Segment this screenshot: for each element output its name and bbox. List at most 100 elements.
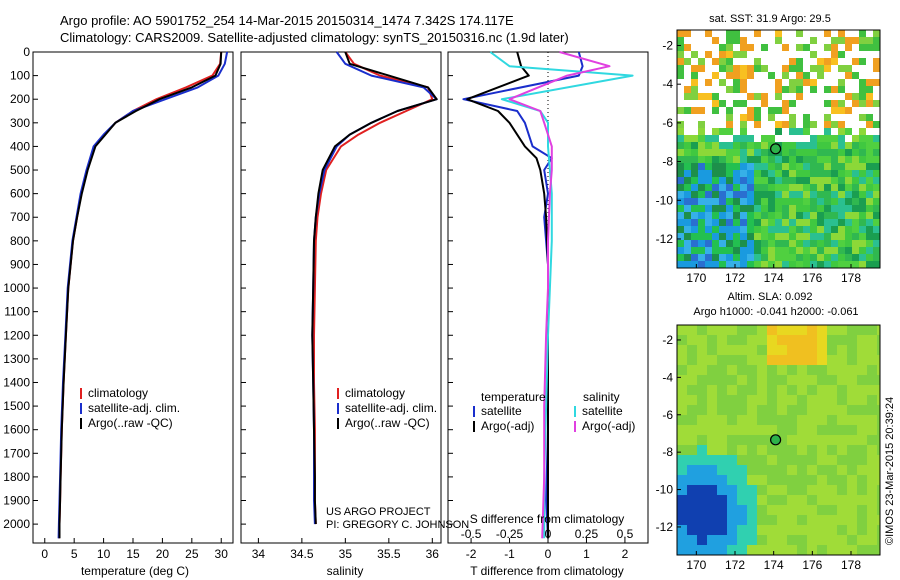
- y-tick-label: 300: [10, 116, 30, 130]
- y-tick-label: 1600: [3, 423, 30, 437]
- map-cell: [852, 100, 859, 107]
- map-cell: [768, 114, 775, 121]
- map-cell: [831, 205, 838, 212]
- map-cell: [677, 121, 684, 128]
- map-cell: [767, 535, 777, 545]
- map-cell: [817, 205, 824, 212]
- map-cell: [698, 240, 705, 247]
- map-cell: [789, 184, 796, 191]
- map-cell: [831, 240, 838, 247]
- map-cell: [866, 233, 873, 240]
- map-cell: [837, 455, 847, 465]
- map-cell: [797, 435, 807, 445]
- map-cell: [877, 335, 880, 345]
- map-cell: [697, 515, 707, 525]
- map-cell: [847, 535, 857, 545]
- map-cell: [817, 515, 827, 525]
- map-cell: [807, 455, 817, 465]
- map-cell: [761, 163, 768, 170]
- argo-float-marker: [769, 143, 782, 155]
- map-cell: [740, 79, 747, 86]
- map-cell: [677, 65, 684, 72]
- map-cell: [796, 184, 803, 191]
- map-cell: [797, 355, 807, 365]
- map-cell: [691, 205, 698, 212]
- x-tick-label: 34: [252, 547, 266, 561]
- map-cell: [837, 425, 847, 435]
- map-cell: [796, 254, 803, 261]
- map-cell: [782, 261, 789, 268]
- map-cell: [796, 212, 803, 219]
- y-tick-label: 1700: [3, 446, 30, 460]
- map-cell: [768, 261, 775, 268]
- map-cell: [877, 345, 880, 355]
- map-cell: [747, 233, 754, 240]
- map-cell: [691, 240, 698, 247]
- map-cell: [698, 212, 705, 219]
- map-cell: [737, 345, 747, 355]
- map-cell: [796, 128, 803, 135]
- map-cell: [757, 475, 767, 485]
- map-cell: [787, 465, 797, 475]
- map-y-tick-label: -12: [656, 232, 674, 246]
- map-cell: [677, 455, 687, 465]
- map-cell: [747, 65, 754, 72]
- map-cell: [807, 345, 817, 355]
- map-cell: [866, 254, 873, 261]
- map-cell: [859, 240, 866, 247]
- map-cell: [789, 142, 796, 149]
- map-cell: [717, 485, 727, 495]
- map-cell: [677, 37, 684, 44]
- map-cell: [747, 535, 757, 545]
- map-cell: [831, 226, 838, 233]
- map-cell: [726, 149, 733, 156]
- map-cell: [859, 184, 866, 191]
- map-cell: [867, 505, 877, 515]
- map-cell: [866, 163, 873, 170]
- map-cell: [754, 177, 761, 184]
- map-cell: [797, 475, 807, 485]
- legend-header-temperature: temperature: [481, 390, 546, 404]
- map-cell: [727, 435, 737, 445]
- map-cell: [687, 505, 697, 515]
- map-cell: [761, 261, 768, 268]
- map-cell: [726, 142, 733, 149]
- map-cell: [831, 191, 838, 198]
- map-cell: [761, 156, 768, 163]
- map-cell: [717, 365, 727, 375]
- map-cell: [707, 385, 717, 395]
- map-cell: [827, 365, 837, 375]
- map-cell: [796, 86, 803, 93]
- map-cell: [877, 365, 880, 375]
- map-cell: [877, 375, 880, 385]
- map-cell: [697, 385, 707, 395]
- map-cell: [726, 37, 733, 44]
- map-cell: [866, 114, 873, 121]
- map-cell: [857, 335, 867, 345]
- map-cell: [726, 156, 733, 163]
- map-cell: [775, 128, 782, 135]
- map-cell: [810, 184, 817, 191]
- map-cell: [824, 44, 831, 51]
- map-cell: [747, 455, 757, 465]
- map-cell: [677, 475, 687, 485]
- map-cell: [824, 184, 831, 191]
- map-cell: [737, 385, 747, 395]
- map-cell: [698, 177, 705, 184]
- map-cell: [717, 325, 727, 335]
- map-cell: [747, 445, 757, 455]
- map-cell: [810, 240, 817, 247]
- map-cell: [697, 475, 707, 485]
- map-cell: [768, 198, 775, 205]
- map-cell: [712, 198, 719, 205]
- map-cell: [797, 505, 807, 515]
- map-cell: [687, 455, 697, 465]
- map-cell: [677, 247, 684, 254]
- map-cell: [857, 405, 867, 415]
- map-cell: [747, 435, 757, 445]
- map-cell: [837, 475, 847, 485]
- map-cell: [705, 135, 712, 142]
- map-cell: [705, 163, 712, 170]
- map-cell: [838, 100, 845, 107]
- y-tick-label: 1100: [4, 305, 30, 319]
